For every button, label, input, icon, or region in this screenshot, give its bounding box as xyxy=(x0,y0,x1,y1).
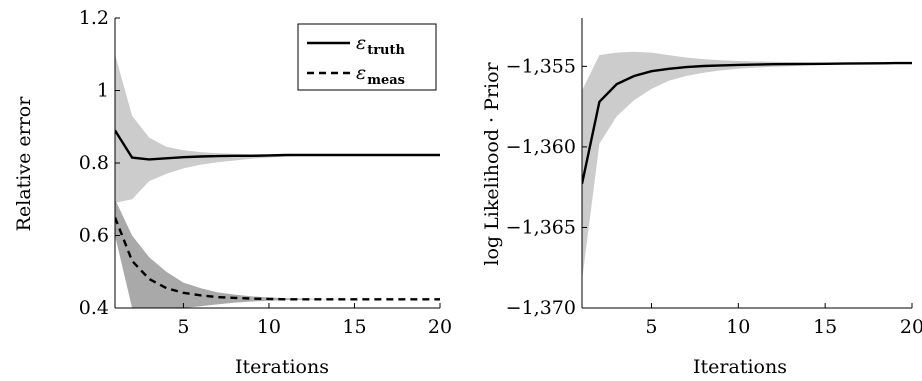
right-chart: 5 10 15 20 −1,370 −1,365 −1,360 −1,355 Iteratio… xyxy=(481,18,922,378)
y-tick-label: 0.4 xyxy=(79,297,109,319)
series-0-line xyxy=(115,129,440,161)
series-0-band xyxy=(582,51,912,281)
y-tick-label: 1 xyxy=(97,80,109,102)
x-tick-label: 10 xyxy=(257,316,281,338)
right-x-axis-label: Iterations xyxy=(693,356,787,378)
x-tick-label: 20 xyxy=(900,316,922,338)
left-y-axis-label: Relative error xyxy=(13,96,35,232)
left-x-axis-label: Iterations xyxy=(235,356,329,378)
legend-truth-subscript: truth xyxy=(367,43,405,58)
y-tick-label: 0.8 xyxy=(79,152,109,174)
legend-meas-subscript: meas xyxy=(367,73,405,88)
legend-box xyxy=(297,23,437,91)
x-tick-label: 15 xyxy=(342,316,366,338)
x-tick-label: 5 xyxy=(645,316,657,338)
y-tick-label: 0.6 xyxy=(79,225,109,247)
legend-truth-symbol: ε xyxy=(356,32,366,54)
right-y-axis-label: log Likelihood · Prior xyxy=(481,61,503,265)
x-tick-label: 15 xyxy=(813,316,837,338)
series-1-line xyxy=(115,216,440,301)
y-tick-label: −1,360 xyxy=(506,136,576,158)
series-1-band xyxy=(115,199,440,308)
y-tick-label: −1,370 xyxy=(506,297,576,319)
legend-meas-label: εmeas xyxy=(356,62,405,88)
y-tick-label: 1.2 xyxy=(79,7,109,29)
left-chart: 5 10 15 20 0.4 0.6 0.8 1 1.2 Iterations Relative… xyxy=(13,7,452,378)
x-tick-label: 5 xyxy=(177,316,189,338)
legend-meas-symbol: ε xyxy=(356,62,366,84)
y-tick-label: −1,365 xyxy=(506,216,576,238)
x-tick-label: 20 xyxy=(428,316,452,338)
legend: εtruth εmeas xyxy=(297,23,437,91)
series-0-line xyxy=(582,61,912,185)
x-tick-label: 10 xyxy=(726,316,750,338)
legend-truth-label: εtruth xyxy=(356,32,406,58)
y-tick-label: −1,355 xyxy=(506,55,576,77)
